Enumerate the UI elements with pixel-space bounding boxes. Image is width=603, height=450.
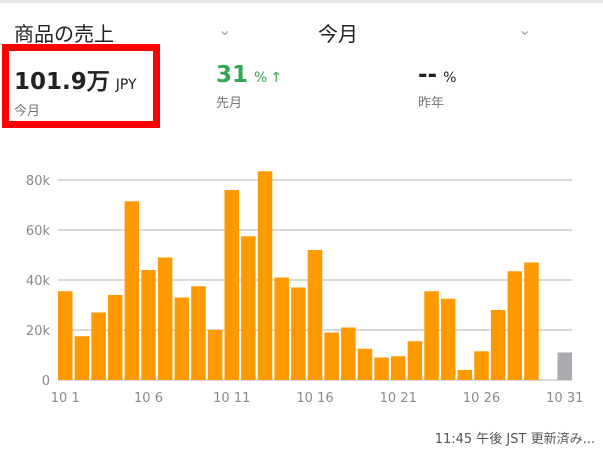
bar [557,352,572,380]
bar [440,298,456,380]
y-tick-label: 60k [26,224,51,239]
bar [424,291,439,380]
bar [124,201,140,380]
x-tick-label: 10 6 [134,391,163,406]
bar [324,332,339,380]
metric-value: 101.9万 [14,69,110,95]
metric-select[interactable]: 商品の売上 [14,22,114,46]
chevron-down-icon[interactable]: ⌄ [218,20,232,39]
bar [490,310,506,380]
bar [141,270,156,380]
top-divider [0,0,603,3]
bar [224,190,239,380]
bar [191,286,206,380]
arrow-up-icon: ↑ [270,70,283,86]
bar [207,330,223,380]
bar [74,336,90,380]
y-tick-label: 80k [26,174,51,189]
x-tick-label: 10 26 [463,391,500,406]
x-tick-label: 10 1 [51,391,80,406]
bar [457,370,473,380]
period-select[interactable]: 今月 [318,22,358,46]
y-tick-label: 40k [26,274,51,289]
y-tick-label: 20k [26,324,51,339]
highlight-box [2,44,160,128]
bar [507,271,523,380]
metric-label: 昨年 [418,96,445,111]
metric-unit: % [443,70,457,86]
x-tick-label: 10 16 [296,391,333,406]
bar [157,257,173,380]
metric-last-year: --% 昨年 [418,62,456,111]
bar [257,171,273,380]
update-status: 11:45 午後 JST 更新済み... [434,432,595,447]
bar [107,295,123,380]
metric-unit: JPY [115,77,137,93]
metric-value: 31 [216,62,249,88]
x-tick-label: 10 21 [380,391,417,406]
metric-value: -- [418,62,438,88]
bar [174,297,190,380]
bar [374,357,389,380]
metric-unit: % [254,70,268,86]
x-tick-label: 10 31 [546,391,583,406]
bar [58,291,73,380]
bar [407,341,423,380]
metric-label: 今月 [14,104,41,119]
metric-label: 先月 [216,96,243,111]
metric-last-month: 31% ↑ 先月 [216,62,282,111]
bar [524,262,539,380]
sales-bar-chart: 0 20k 40k 60k 80k 10 1 10 6 10 11 10 16 10 21 10 2… [26,171,583,406]
bar [474,351,489,380]
x-tick-label: 10 11 [213,391,250,406]
bar [274,277,289,380]
bar [357,348,373,380]
chevron-down-icon[interactable]: ⌄ [518,20,532,39]
bar [241,236,256,380]
y-tick-label: 0 [42,374,50,389]
metric-this-month: 101.9万 JPY 今月 [14,62,137,119]
bar [341,327,356,380]
bar [91,312,106,380]
bar [291,287,306,380]
bar [391,356,406,380]
bar [307,250,323,380]
